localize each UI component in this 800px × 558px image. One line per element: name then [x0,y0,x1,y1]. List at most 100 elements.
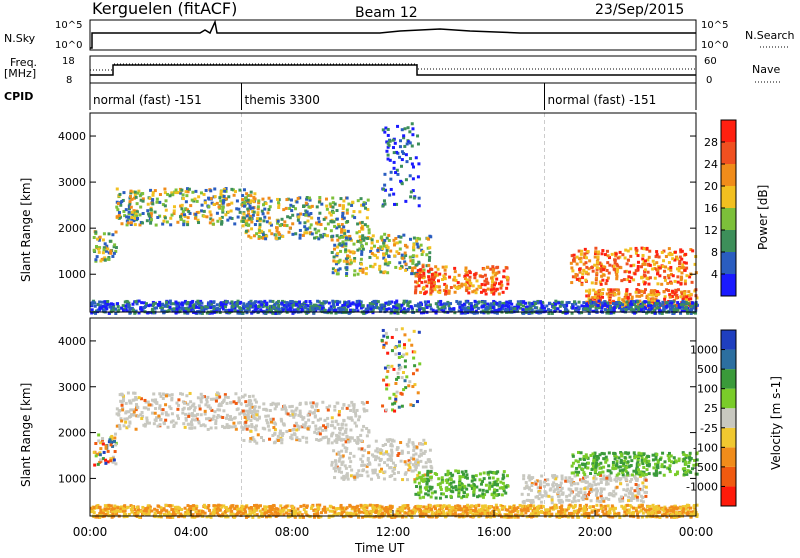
echo-cell [508,302,511,305]
echo-cell [379,270,382,273]
echo-cell [434,288,437,291]
echo-cell [466,477,469,480]
echo-cell [320,223,323,226]
echo-cell [438,273,441,276]
echo-cell [260,436,263,439]
echo-cell [158,392,161,395]
echo-cell [204,424,207,427]
echo-cell [428,256,431,259]
echo-cell [230,209,233,212]
echo-cell [366,216,369,219]
echo-cell [375,440,378,443]
echo-cell [242,216,245,219]
echo-cell [384,302,387,305]
echo-cell [166,220,169,223]
echo-cell [665,255,668,258]
echo-cell [104,258,107,261]
echo-cell [669,253,672,256]
echo-cell [571,500,574,503]
echo-cell [242,439,245,442]
echo-cell [603,274,606,277]
echo-cell [216,307,219,310]
echo-cell [493,483,496,486]
echo-cell [298,439,301,442]
echo-cell [366,471,369,474]
echo-cell [685,262,688,265]
echo-cell [268,229,271,232]
echo-cell [353,309,356,312]
echo-cell [616,305,619,308]
echo-cell [445,285,448,288]
echo-cell [99,236,102,239]
echo-cell [600,487,603,490]
echo-cell [588,259,591,262]
echo-cell [408,266,411,269]
echo-cell [632,300,635,303]
echo-cell [406,142,409,145]
echo-cell [426,306,429,309]
echo-cell [117,413,120,416]
echo-cell [637,254,640,257]
echo-cell [532,501,535,504]
echo-cell [607,464,610,467]
echo-cell [353,405,356,408]
echo-cell [521,308,524,311]
echo-cell [103,248,106,251]
echo-cell [119,400,122,403]
echo-cell [252,395,255,398]
echo-cell [338,204,341,207]
echo-cell [237,216,240,219]
echo-cell [417,463,420,466]
echo-cell [564,308,567,311]
echo-cell [327,409,330,412]
echo-cell [608,451,611,454]
echo-cell [524,302,527,305]
echo-cell [635,291,638,294]
echo-cell [396,304,399,307]
echo-cell [647,283,650,286]
echo-cell [631,296,634,299]
echo-cell [414,493,417,496]
echo-cell [429,449,432,452]
echo-cell [308,197,311,200]
echo-cell [642,254,645,257]
echo-cell [182,197,185,200]
echo-cell [351,201,354,204]
echo-cell [493,488,496,491]
echo-cell [600,293,603,296]
echo-cell [371,238,374,241]
echo-cell [656,272,659,275]
echo-cell [581,496,584,499]
echo-cell [415,274,418,277]
echo-cell [248,399,251,402]
echo-cell [127,391,130,394]
echo-cell [246,413,249,416]
echo-cell [680,276,683,279]
echo-cell [528,307,531,310]
echo-cell [677,281,680,284]
echo-cell [365,409,368,412]
echo-cell [256,211,259,214]
echo-cell [182,422,185,425]
echo-cell [222,202,225,205]
echo-cell [388,466,391,469]
echo-cell [331,420,334,423]
echo-cell [349,237,352,240]
echo-cell [650,290,653,293]
echo-cell [254,428,257,431]
echo-cell [645,277,648,280]
echo-cell [462,495,465,498]
echo-cell [154,412,157,415]
echo-cell [433,281,436,284]
echo-cell [427,270,430,273]
echo-cell [378,463,381,466]
echo-cell [236,408,239,411]
echo-cell [151,194,154,197]
echo-cell [314,414,317,417]
echo-cell [398,356,401,359]
echo-cell [298,237,301,240]
echo-cell [349,304,352,307]
echo-cell [407,445,410,448]
echo-cell [110,443,113,446]
